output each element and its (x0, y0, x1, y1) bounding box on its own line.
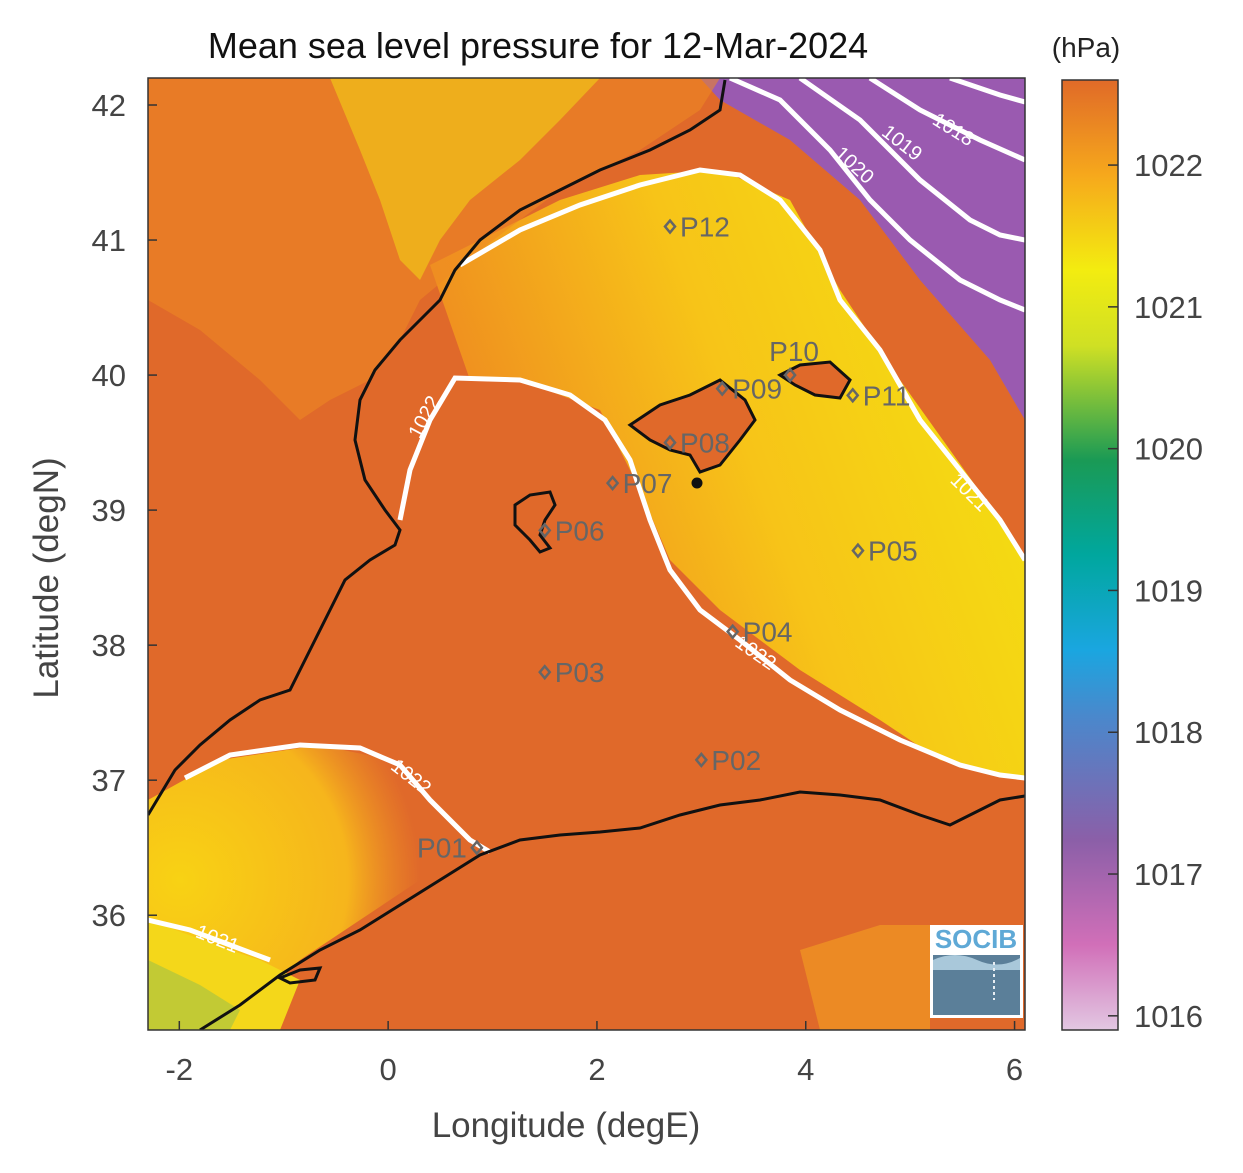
y-tick-label: 40 (92, 358, 126, 393)
contour-1018 (868, 78, 1025, 163)
x-tick-label: 4 (797, 1052, 814, 1087)
pressure-field-1021-zone (430, 170, 1025, 780)
station-label: P12 (680, 212, 730, 243)
contour-lines (148, 78, 1025, 963)
station-marker (726, 623, 740, 640)
contour-1021-northeast (458, 167, 1025, 562)
y-tick-label: 42 (92, 88, 126, 123)
coastline-iberia (148, 79, 727, 816)
x-tick-label: 0 (380, 1052, 397, 1087)
chart-title: Mean sea level pressure for 12-Mar-2024 (208, 25, 868, 66)
station-label: P03 (555, 657, 605, 688)
colorbar-unit: (hPa) (1052, 32, 1120, 63)
station-label: P06 (555, 515, 605, 546)
station-label: P09 (732, 374, 782, 405)
contour-1022-north (397, 375, 1025, 781)
colorbar-tick-label: 1022 (1134, 148, 1203, 183)
contour-1020 (728, 78, 1025, 313)
station-marker (538, 664, 552, 681)
socib-logo-wave (933, 955, 1020, 970)
islands (513, 360, 852, 554)
island-ibiza (513, 490, 557, 554)
contour-1017 (949, 78, 1025, 105)
y-axis-ticks: 42 41 40 39 38 37 36 (92, 88, 157, 933)
station-marker (470, 839, 484, 856)
island-cabrera (691, 477, 703, 489)
y-tick-label: 36 (92, 898, 126, 933)
station-marker (605, 475, 620, 492)
contour-1019 (798, 78, 1025, 243)
station-label: P10 (769, 336, 819, 367)
colorbar-tick-label: 1017 (1134, 857, 1203, 892)
station-marker (846, 387, 860, 404)
coastline-alboran-island (276, 966, 323, 985)
station-marker (851, 542, 865, 559)
coastline-africa (199, 790, 1025, 1030)
station-marker (538, 522, 552, 539)
station-label: P11 (863, 380, 911, 411)
station-label: P01 (417, 833, 467, 864)
station-label: P07 (623, 468, 673, 499)
colorbar-tick-label: 1018 (1134, 715, 1203, 750)
colorbar-tick-label: 1016 (1134, 999, 1203, 1034)
station-label: P05 (868, 536, 918, 567)
land-africa-east (800, 925, 930, 1030)
x-tick-label: 6 (1006, 1052, 1023, 1087)
station-label: P04 (743, 617, 793, 648)
x-tick-label: -2 (166, 1052, 194, 1087)
x-axis-ticks: -2 0 2 4 6 (166, 1021, 1023, 1087)
island-menorca (777, 360, 852, 400)
land-pyrenees-highlight (330, 78, 600, 280)
y-tick-label: 41 (92, 223, 126, 258)
station-marker (783, 367, 797, 384)
station-marker (715, 380, 729, 397)
contour-1021-southwest (148, 917, 271, 963)
colorbar: (hPa) 1022 1021 1020 1019 1018 1017 1016 (1052, 32, 1203, 1034)
land-africa-green (148, 960, 240, 1030)
station-marker (694, 751, 708, 768)
pressure-field-north-gradient (700, 78, 1025, 420)
map-frame (147, 77, 1026, 1031)
y-tick-label: 37 (92, 763, 126, 798)
colorbar-tick-label: 1021 (1134, 290, 1203, 325)
contour-1022-south (183, 742, 492, 855)
x-axis-label: Longitude (degE) (432, 1106, 701, 1145)
coastlines (148, 79, 1025, 1030)
colorbar-gradient (1061, 79, 1119, 1031)
x-tick-label: 2 (588, 1052, 605, 1087)
station-label: P02 (711, 745, 761, 776)
map-plot-area: 1022 1022 1022 1021 1021 1020 1019 1018 … (148, 78, 1025, 1030)
y-tick-label: 38 (92, 628, 126, 663)
socib-logo: SOCIB (930, 924, 1023, 1018)
station-label: P08 (680, 428, 730, 459)
station-marker (663, 218, 677, 235)
colorbar-tick-label: 1019 (1134, 573, 1203, 608)
y-tick-label: 39 (92, 493, 126, 528)
colorbar-ticks: 1022 1021 1020 1019 1018 1017 1016 (1108, 148, 1203, 1034)
socib-logo-text: SOCIB (935, 924, 1017, 954)
y-axis-label: Latitude (degN) (27, 457, 66, 698)
colorbar-tick-label: 1020 (1134, 432, 1203, 467)
station-marker (663, 434, 677, 451)
